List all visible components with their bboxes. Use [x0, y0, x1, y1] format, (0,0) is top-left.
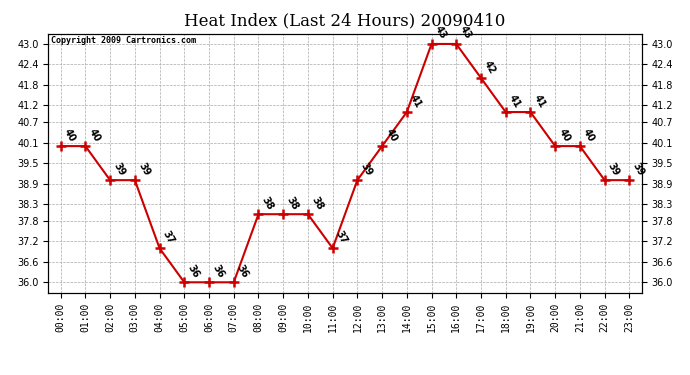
- Title: Heat Index (Last 24 Hours) 20090410: Heat Index (Last 24 Hours) 20090410: [184, 12, 506, 29]
- Text: 41: 41: [408, 93, 424, 109]
- Text: 40: 40: [87, 127, 102, 143]
- Text: 39: 39: [631, 160, 646, 177]
- Text: 39: 39: [136, 160, 152, 177]
- Text: 40: 40: [62, 127, 77, 143]
- Text: 40: 40: [557, 127, 572, 143]
- Text: 40: 40: [384, 127, 399, 143]
- Text: 39: 39: [606, 160, 622, 177]
- Text: 42: 42: [482, 58, 497, 75]
- Text: 43: 43: [433, 24, 448, 41]
- Text: 41: 41: [507, 93, 522, 109]
- Text: Copyright 2009 Cartronics.com: Copyright 2009 Cartronics.com: [51, 36, 196, 45]
- Text: 36: 36: [186, 263, 201, 279]
- Text: 38: 38: [309, 195, 325, 211]
- Text: 37: 37: [161, 229, 177, 246]
- Text: 39: 39: [359, 160, 374, 177]
- Text: 38: 38: [260, 195, 275, 211]
- Text: 38: 38: [284, 195, 300, 211]
- Text: 39: 39: [112, 160, 127, 177]
- Text: 36: 36: [210, 263, 226, 279]
- Text: 37: 37: [334, 229, 349, 246]
- Text: 40: 40: [581, 127, 597, 143]
- Text: 43: 43: [457, 24, 473, 41]
- Text: 41: 41: [532, 93, 547, 109]
- Text: 36: 36: [235, 263, 250, 279]
